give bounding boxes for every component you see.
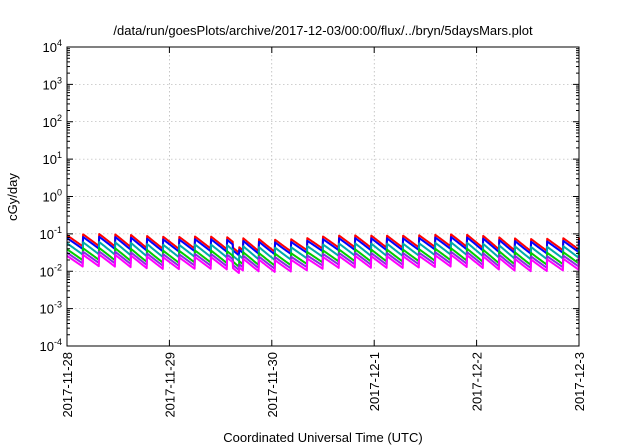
series-line-5 (66, 253, 580, 274)
grid (67, 47, 579, 346)
x-tick-label: 2017-12-2 (470, 352, 485, 411)
y-axis: 10-4 10-3 10-2 10-1 100 101 102 103 104 (40, 38, 579, 354)
y-tick-label: 10-3 (40, 300, 62, 317)
series-line-0 (66, 233, 580, 254)
x-tick-label: 2017-12-3 (572, 352, 587, 411)
x-tick-label: 2017-11-30 (265, 352, 280, 418)
x-tick-label: 2017-11-29 (162, 352, 177, 418)
y-tick-label: 101 (43, 150, 62, 167)
y-tick-label: 104 (43, 38, 62, 55)
y-tick-label: 102 (43, 113, 62, 130)
y-tick-label: 10-4 (40, 337, 62, 354)
x-tick-label: 2017-12-1 (367, 352, 382, 411)
y-tick-label: 103 (43, 75, 62, 92)
y-axis-label: cGy/day (5, 173, 20, 221)
series-line-3 (66, 247, 580, 268)
y-tick-label: 10-2 (40, 262, 62, 279)
series-line-4 (66, 250, 580, 271)
x-axis: 2017-11-28 2017-11-29 2017-11-30 2017-12-1 2… (60, 47, 587, 418)
x-axis-label: Coordinated Universal Time (UTC) (223, 430, 422, 445)
x-tick-label: 2017-11-28 (60, 352, 75, 418)
series-line-2 (66, 241, 580, 262)
y-tick-label: 100 (43, 188, 62, 205)
chart-title: /data/run/goesPlots/archive/2017-12-03/0… (113, 23, 533, 38)
y-tick-label: 10-1 (40, 225, 62, 242)
series-lines (66, 233, 580, 274)
series-line-1 (66, 235, 580, 257)
